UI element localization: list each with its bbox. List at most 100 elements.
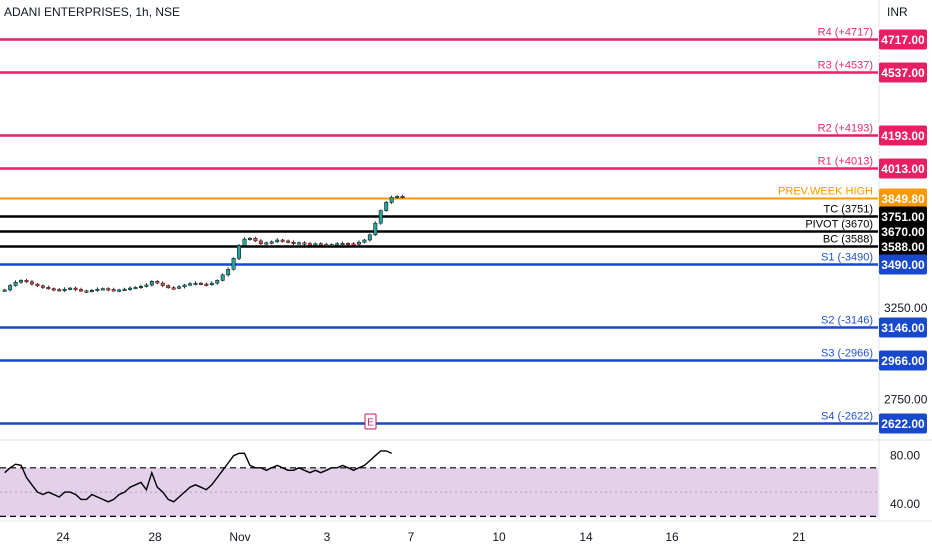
- candle[interactable]: [177, 286, 182, 289]
- candle[interactable]: [68, 287, 73, 290]
- candle[interactable]: [264, 242, 269, 245]
- candle[interactable]: [111, 289, 116, 292]
- candle[interactable]: [395, 196, 400, 199]
- price-tag: [879, 62, 927, 83]
- candle[interactable]: [215, 280, 220, 284]
- candle[interactable]: [362, 239, 367, 243]
- candle[interactable]: [378, 210, 383, 224]
- rsi-line: [4, 450, 392, 503]
- candle[interactable]: [302, 242, 307, 245]
- candle[interactable]: [335, 243, 340, 246]
- candle[interactable]: [13, 281, 18, 286]
- candle[interactable]: [307, 243, 312, 246]
- candle[interactable]: [198, 282, 203, 285]
- candle[interactable]: [139, 285, 143, 288]
- level-label: S2 (-3146): [821, 315, 873, 327]
- price-tag-label: 3146.00: [881, 321, 925, 335]
- candle[interactable]: [313, 243, 318, 246]
- candle[interactable]: [373, 222, 378, 236]
- candle[interactable]: [291, 241, 296, 244]
- earnings-marker[interactable]: [364, 413, 377, 430]
- candle[interactable]: [95, 288, 100, 291]
- candle[interactable]: [193, 282, 198, 285]
- candle[interactable]: [2, 289, 7, 292]
- candle[interactable]: [149, 281, 154, 286]
- level-label: R3 (+4537): [818, 60, 873, 72]
- candle[interactable]: [389, 197, 394, 203]
- candle[interactable]: [51, 288, 56, 291]
- price-tag: [879, 350, 927, 371]
- candle[interactable]: [100, 288, 105, 291]
- level-label: S1 (-3490): [821, 252, 873, 264]
- candle[interactable]: [329, 244, 334, 247]
- candle[interactable]: [188, 283, 192, 286]
- candle[interactable]: [275, 239, 280, 243]
- candle[interactable]: [318, 243, 323, 246]
- candle[interactable]: [133, 287, 138, 290]
- candle[interactable]: [340, 243, 345, 246]
- candle[interactable]: [253, 237, 258, 242]
- candle[interactable]: [182, 284, 187, 288]
- candle[interactable]: [384, 202, 389, 211]
- candle[interactable]: [280, 239, 285, 242]
- candle[interactable]: [155, 281, 160, 284]
- candle[interactable]: [8, 285, 13, 291]
- candle[interactable]: [346, 243, 351, 246]
- candle[interactable]: [62, 288, 67, 291]
- candle[interactable]: [231, 258, 236, 270]
- candle[interactable]: [204, 283, 209, 286]
- price-tag: [879, 158, 927, 179]
- candle[interactable]: [35, 283, 40, 287]
- candle[interactable]: [30, 281, 34, 285]
- x-tick-label: 10: [492, 530, 506, 544]
- candle[interactable]: [297, 242, 301, 245]
- candle[interactable]: [160, 282, 165, 286]
- candle[interactable]: [258, 240, 263, 244]
- price-tag-label: 2622.00: [881, 417, 925, 431]
- candle[interactable]: [171, 287, 176, 290]
- candle[interactable]: [209, 282, 214, 286]
- candle[interactable]: [79, 289, 83, 292]
- candle[interactable]: [106, 288, 111, 291]
- candle[interactable]: [19, 280, 24, 283]
- candle[interactable]: [248, 237, 252, 240]
- candle[interactable]: [128, 287, 133, 290]
- candle[interactable]: [24, 280, 29, 283]
- candle[interactable]: [324, 244, 329, 247]
- candle[interactable]: [166, 285, 171, 288]
- level-label: S3 (-2966): [821, 348, 873, 360]
- candle[interactable]: [73, 287, 78, 290]
- candle[interactable]: [367, 234, 372, 241]
- candle[interactable]: [46, 287, 51, 290]
- candle[interactable]: [117, 289, 122, 292]
- candle[interactable]: [84, 290, 89, 293]
- rsi-tick-label: 80.00: [890, 449, 920, 463]
- price-tag-label: 3849.80: [881, 192, 925, 206]
- x-tick-label: 7: [408, 530, 415, 544]
- candle[interactable]: [400, 196, 405, 199]
- candle[interactable]: [286, 240, 291, 243]
- candle[interactable]: [237, 245, 242, 259]
- candle[interactable]: [269, 241, 274, 244]
- level-label: PREV.WEEK HIGH: [778, 186, 873, 198]
- candle[interactable]: [89, 290, 94, 293]
- candle[interactable]: [242, 238, 247, 246]
- price-tag: [879, 317, 927, 338]
- candle[interactable]: [40, 285, 45, 288]
- price-tag-label: 2966.00: [881, 354, 925, 368]
- candle[interactable]: [226, 269, 231, 276]
- level-label: TC (3751): [823, 204, 873, 216]
- level-label: R4 (+4717): [818, 27, 873, 39]
- candle[interactable]: [220, 274, 225, 281]
- candle[interactable]: [122, 288, 127, 291]
- candle[interactable]: [144, 284, 149, 287]
- price-tag-label: 4193.00: [881, 129, 925, 143]
- x-tick-label: Nov: [229, 530, 250, 544]
- candle[interactable]: [57, 289, 62, 292]
- x-tick-label: 28: [148, 530, 162, 544]
- candle[interactable]: [351, 243, 356, 246]
- candle[interactable]: [357, 241, 361, 245]
- price-tag-label: 3490.00: [881, 258, 925, 272]
- level-label: BC (3588): [823, 234, 873, 246]
